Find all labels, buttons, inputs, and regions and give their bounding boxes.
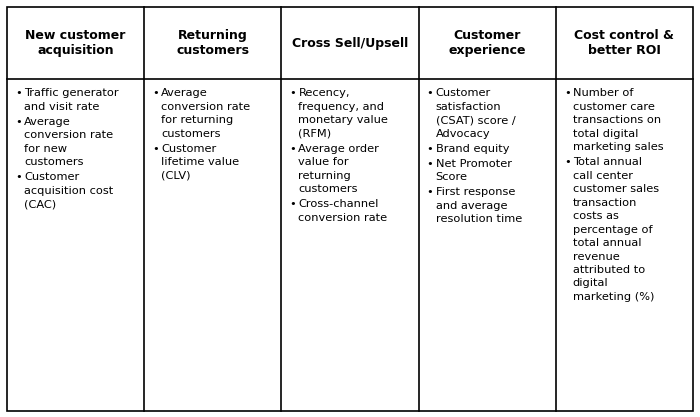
Text: Average: Average: [161, 88, 208, 98]
Text: Customer: Customer: [24, 172, 79, 182]
Text: (RFM): (RFM): [298, 128, 332, 138]
Text: call center: call center: [573, 171, 633, 181]
Text: •: •: [15, 88, 22, 98]
Text: Net Promoter: Net Promoter: [435, 158, 512, 168]
Text: total annual: total annual: [573, 238, 641, 248]
Text: •: •: [426, 187, 433, 197]
Text: Total annual: Total annual: [573, 157, 642, 167]
Text: First response: First response: [435, 187, 515, 197]
Text: Customer: Customer: [435, 88, 491, 98]
Text: •: •: [564, 157, 570, 167]
Text: (CAC): (CAC): [24, 199, 56, 209]
Text: customers: customers: [298, 184, 358, 194]
Text: (CSAT) score /: (CSAT) score /: [435, 115, 515, 125]
Text: Cross-channel: Cross-channel: [298, 199, 379, 209]
Text: digital: digital: [573, 279, 608, 289]
Text: returning: returning: [298, 171, 351, 181]
Text: transactions on: transactions on: [573, 115, 661, 125]
Text: costs as: costs as: [573, 211, 619, 221]
Text: marketing (%): marketing (%): [573, 292, 654, 302]
Text: marketing sales: marketing sales: [573, 142, 664, 152]
Text: Score: Score: [435, 172, 468, 182]
Text: (CLV): (CLV): [161, 171, 190, 181]
Text: •: •: [289, 88, 296, 98]
Text: frequency, and: frequency, and: [298, 101, 384, 111]
Text: Recency,: Recency,: [298, 88, 350, 98]
Text: customers: customers: [24, 157, 83, 167]
Text: •: •: [15, 172, 22, 182]
Text: Traffic generator: Traffic generator: [24, 88, 118, 98]
Text: •: •: [289, 199, 296, 209]
Text: •: •: [152, 143, 159, 153]
Text: •: •: [289, 143, 296, 153]
Text: •: •: [426, 88, 433, 98]
Text: for returning: for returning: [161, 115, 233, 125]
Text: attributed to: attributed to: [573, 265, 645, 275]
Text: Customer
experience: Customer experience: [449, 29, 526, 57]
Text: for new: for new: [24, 143, 67, 153]
Text: percentage of: percentage of: [573, 224, 652, 234]
Text: conversion rate: conversion rate: [24, 130, 113, 140]
Text: Number of: Number of: [573, 88, 634, 98]
Text: Returning
customers: Returning customers: [176, 29, 249, 57]
Text: Cost control &
better ROI: Cost control & better ROI: [575, 29, 674, 57]
Text: and visit rate: and visit rate: [24, 101, 99, 111]
Text: resolution time: resolution time: [435, 214, 522, 224]
Text: New customer
acquisition: New customer acquisition: [25, 29, 126, 57]
Text: revenue: revenue: [573, 251, 620, 261]
Text: monetary value: monetary value: [298, 115, 388, 125]
Text: customer sales: customer sales: [573, 184, 659, 194]
Text: Advocacy: Advocacy: [435, 128, 490, 138]
Text: satisfaction: satisfaction: [435, 101, 501, 111]
Text: total digital: total digital: [573, 128, 638, 138]
Text: conversion rate: conversion rate: [298, 213, 388, 223]
Text: •: •: [15, 116, 22, 126]
Text: Average order: Average order: [298, 143, 379, 153]
Text: conversion rate: conversion rate: [161, 101, 251, 111]
Text: and average: and average: [435, 201, 507, 211]
Text: Average: Average: [24, 116, 71, 126]
Text: customer care: customer care: [573, 101, 654, 111]
Text: lifetime value: lifetime value: [161, 157, 239, 167]
Text: •: •: [426, 158, 433, 168]
Text: transaction: transaction: [573, 198, 637, 208]
Text: Cross Sell/Upsell: Cross Sell/Upsell: [292, 37, 408, 50]
Text: value for: value for: [298, 157, 349, 167]
Text: •: •: [426, 143, 433, 153]
Text: •: •: [564, 88, 570, 98]
Text: acquisition cost: acquisition cost: [24, 186, 113, 196]
Text: customers: customers: [161, 128, 220, 138]
Text: Customer: Customer: [161, 143, 216, 153]
Text: Brand equity: Brand equity: [435, 143, 509, 153]
Text: •: •: [152, 88, 159, 98]
